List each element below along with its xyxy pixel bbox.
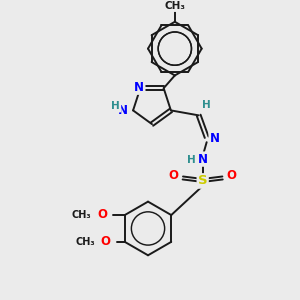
Text: O: O — [101, 236, 111, 248]
Text: N: N — [198, 153, 208, 166]
Text: S: S — [198, 174, 208, 188]
Text: CH₃: CH₃ — [164, 1, 185, 11]
Text: H: H — [202, 100, 210, 110]
Text: O: O — [169, 169, 179, 182]
Text: O: O — [97, 208, 107, 220]
Text: N: N — [134, 81, 144, 94]
Text: CH₃: CH₃ — [75, 237, 95, 247]
Text: CH₃: CH₃ — [71, 210, 91, 220]
Text: H: H — [111, 101, 120, 111]
Text: N: N — [118, 104, 128, 117]
Text: N: N — [210, 132, 220, 145]
Text: H: H — [187, 155, 196, 165]
Text: O: O — [226, 169, 236, 182]
